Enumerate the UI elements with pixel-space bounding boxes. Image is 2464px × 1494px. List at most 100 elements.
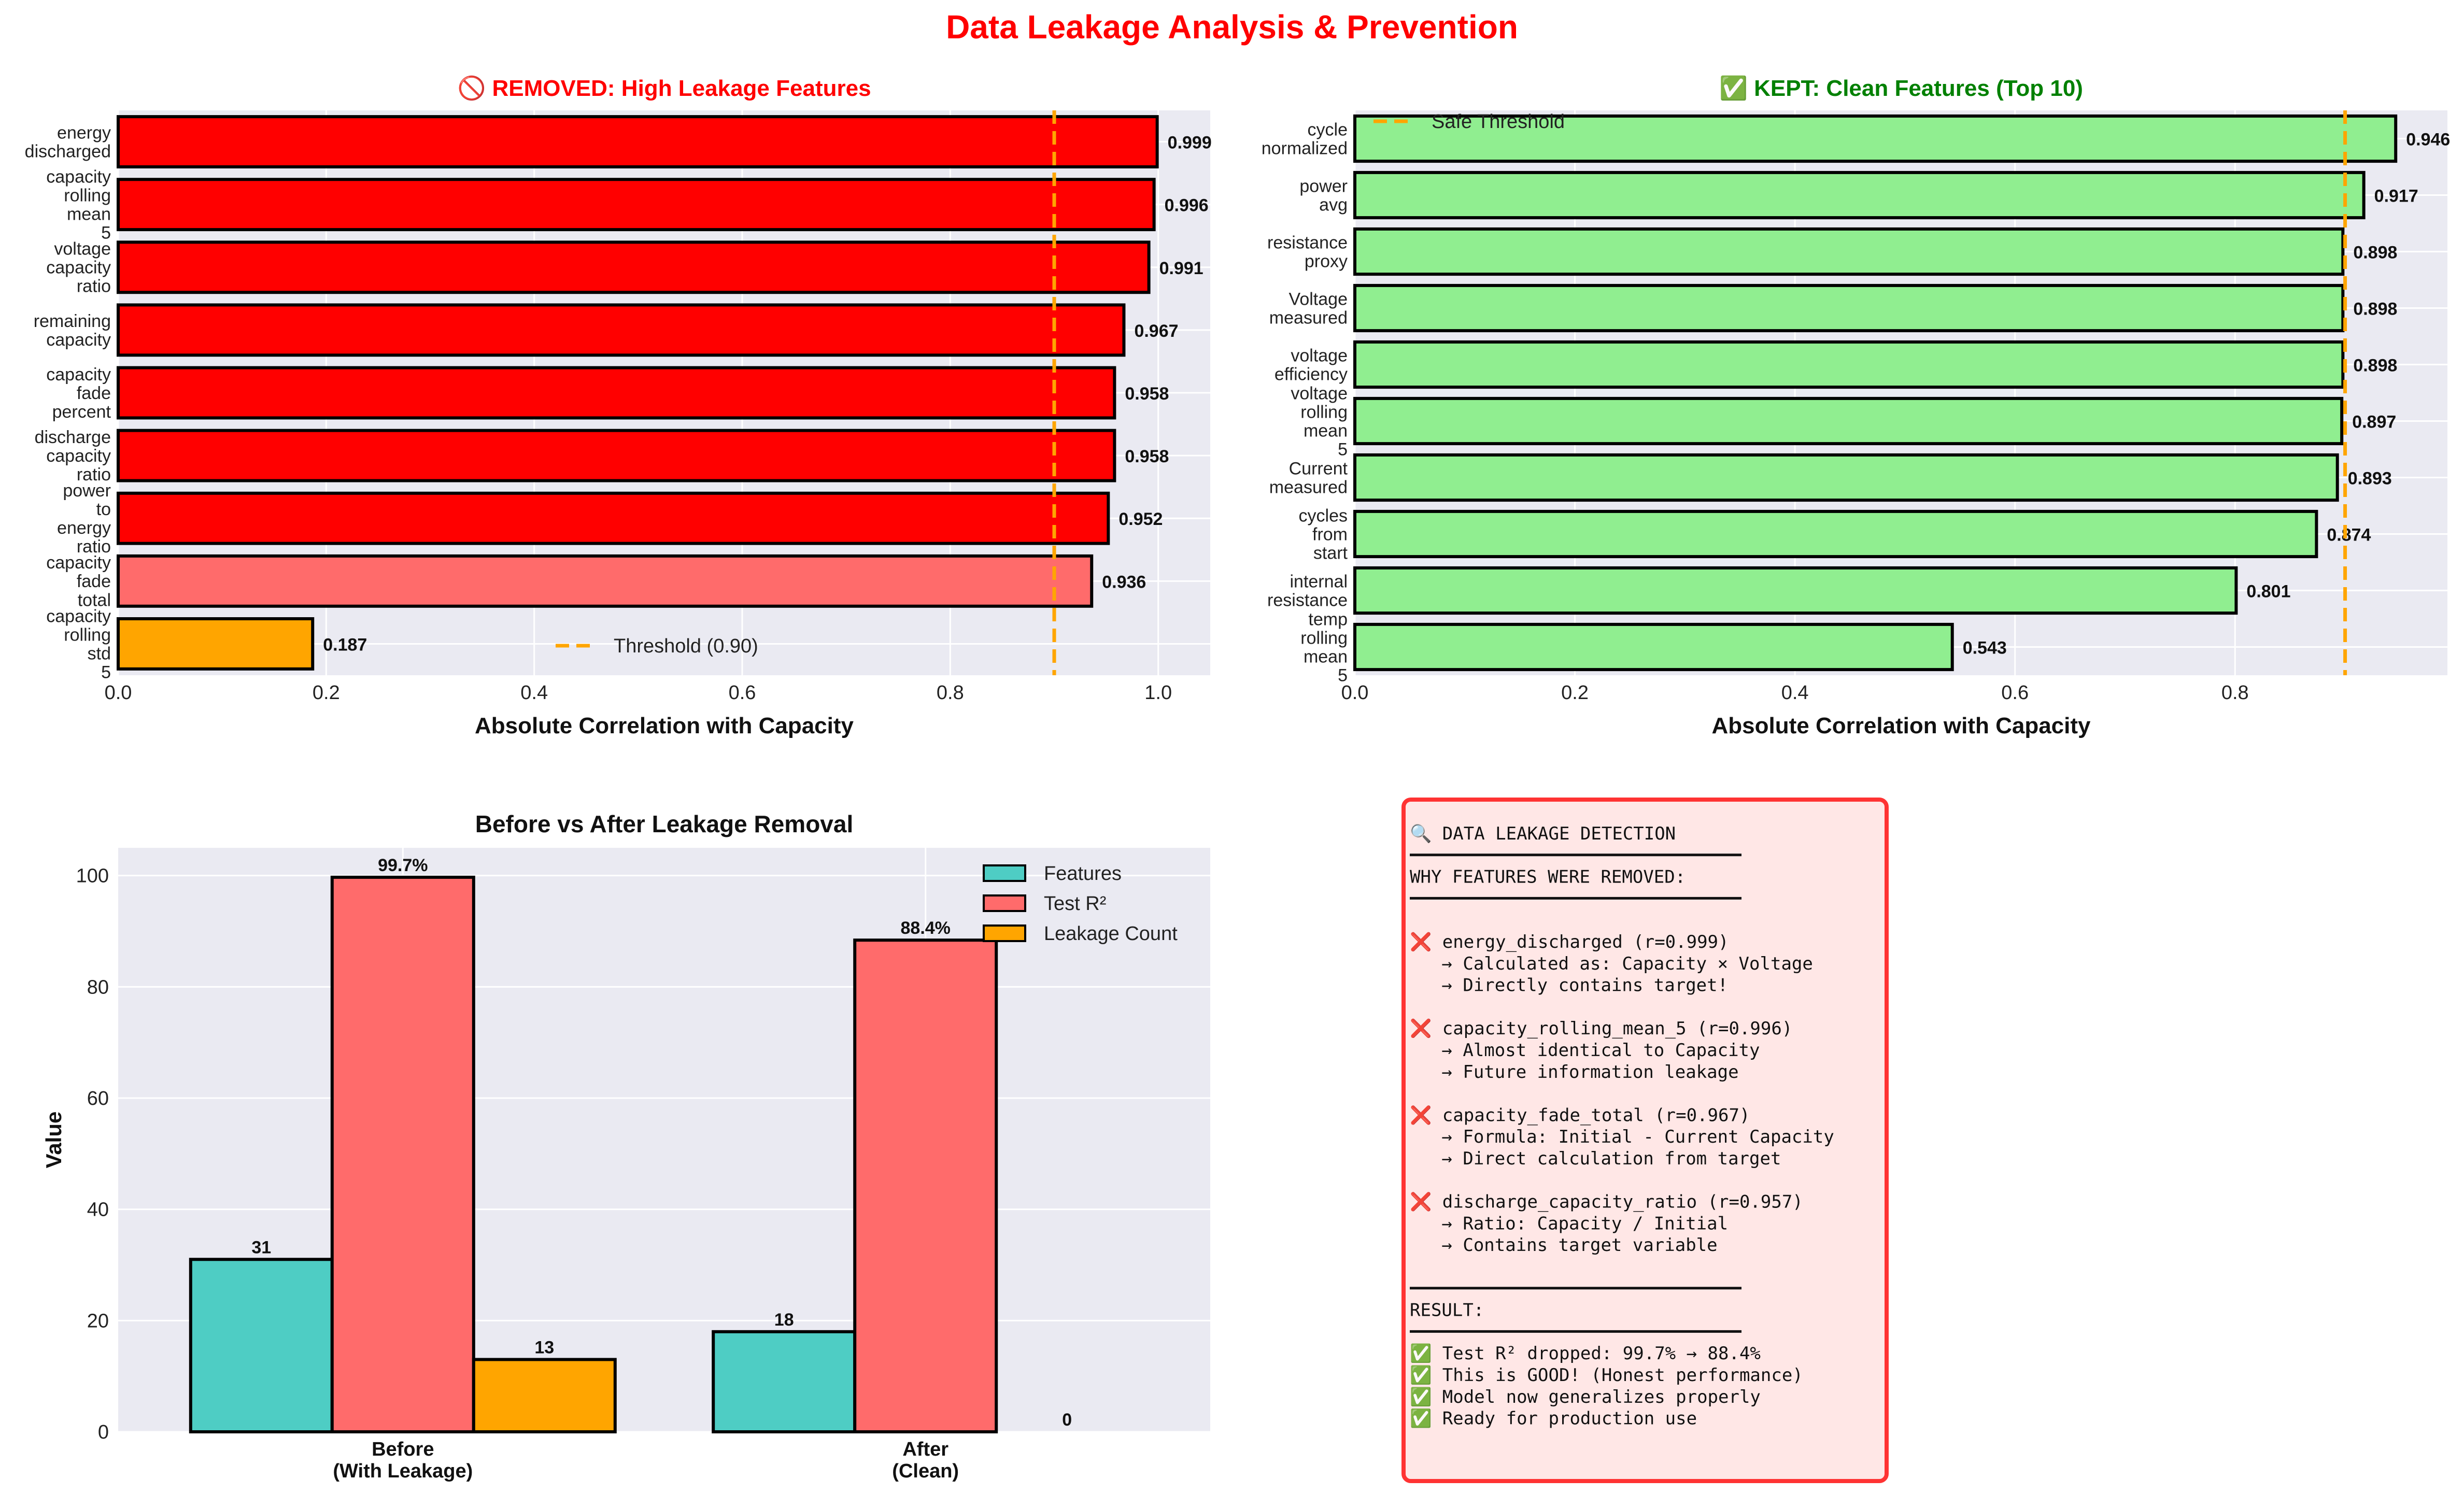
bar (117, 491, 1110, 545)
y-tick-label: 0 (98, 1421, 109, 1443)
y-tick-label: 80 (87, 976, 109, 998)
y-tick-label: resistance proxy (1267, 233, 1348, 271)
bar (1353, 566, 2238, 615)
y-tick-label: capacity fade total (46, 553, 111, 610)
x-tick-label: (Clean) (892, 1460, 959, 1482)
textbox-line: ✅ Model now generalizes properly (1410, 1387, 1761, 1407)
bar (117, 303, 1126, 357)
y-tick-label: 60 (87, 1088, 109, 1109)
x-tick-label: 0.2 (313, 682, 340, 704)
bar-value-label: 0.946 (2406, 130, 2450, 150)
legend-label: Test R² (1044, 893, 1106, 915)
chart-title: 🚫 REMOVED: High Leakage Features (457, 75, 871, 101)
bar (1353, 114, 2398, 163)
textbox-line: → Formula: Initial - Current Capacity (1410, 1127, 1834, 1147)
y-tick-label: cycles from start (1299, 506, 1348, 563)
textbox-line: → Direct calculation from target (1410, 1148, 1781, 1169)
bar-value-label: 0.543 (1963, 638, 2007, 658)
bar-value-label: 0.187 (323, 635, 367, 654)
textbox-line: → Contains target variable (1410, 1235, 1718, 1256)
bar-value-label: 0.898 (2353, 243, 2397, 263)
textbox-line: ❌ capacity_fade_total (r=0.967) (1410, 1105, 1750, 1126)
x-tick-label: After (902, 1439, 948, 1460)
textbox-line: ✅ Ready for production use (1410, 1408, 1697, 1429)
bar-value-label: 0.996 (1165, 196, 1209, 216)
figure-title: Data Leakage Analysis & Prevention (946, 8, 1518, 46)
textbox-line: ❌ discharge_capacity_ratio (r=0.957) (1410, 1192, 1803, 1213)
y-tick-label: energy discharged (25, 123, 111, 161)
y-tick-label: capacity rolling mean 5 (46, 167, 111, 243)
x-tick-label: 0.8 (937, 682, 964, 704)
bar-value-label: 88.4% (901, 918, 951, 938)
bar (117, 429, 1116, 482)
x-axis-label: Absolute Correlation with Capacity (1712, 713, 2091, 738)
x-tick-label: 0.6 (2001, 682, 2029, 704)
bar-value-label: 0.952 (1118, 509, 1163, 529)
removed-features-chart: 0.0 0.2 0.4 0.6 0.8 1.0 0.999 energy discharged 0… (25, 75, 1212, 738)
bar (117, 178, 1156, 232)
chart-title: Before vs After Leakage Removal (475, 810, 854, 837)
textbox-line: ✅ Test R² dropped: 99.7% → 88.4% (1410, 1343, 1761, 1364)
x-tick-label: 0.6 (729, 682, 756, 704)
x-axis-label: Absolute Correlation with Capacity (475, 713, 854, 738)
legend-swatch (983, 894, 1026, 912)
bar (189, 1258, 334, 1433)
x-tick-label: 0.8 (2221, 682, 2249, 704)
textbox-line: → Ratio: Capacity / Initial (1410, 1213, 1728, 1234)
bar (1353, 396, 2344, 446)
y-tick-label: Voltage measured (1269, 289, 1348, 328)
bar (712, 1330, 857, 1434)
before-after-chart: 0 20 40 60 80 100 31 99.7% 13 Before(With Leakage… (41, 810, 1210, 1482)
textbox-frame (1401, 798, 1889, 1483)
legend-label: Leakage Count (1044, 923, 1178, 945)
bar (1353, 622, 1954, 672)
textbox-line: 🔍 DATA LEAKAGE DETECTION (1410, 822, 1676, 844)
x-tick-label: 0.2 (1561, 682, 1589, 704)
y-tick-label: remaining capacity (34, 311, 111, 350)
bar-value-label: 18 (774, 1310, 794, 1330)
x-tick-label: 0.4 (520, 682, 548, 704)
x-tick-label: 1.0 (1144, 682, 1172, 704)
bar (117, 240, 1151, 294)
textbox-line: WHY FEATURES WERE REMOVED: (1410, 867, 1686, 888)
bar (330, 875, 475, 1433)
bar (1353, 227, 2345, 276)
bar-value-label: 0.897 (2352, 412, 2396, 432)
y-tick-label: 40 (87, 1199, 109, 1221)
y-tick-label: voltage rolling mean 5 (1291, 383, 1348, 459)
y-tick-label: 100 (76, 865, 109, 887)
textbox-line: → Directly contains target! (1410, 975, 1728, 996)
bar (117, 366, 1116, 420)
bar-value-label: 0.991 (1159, 259, 1203, 278)
y-tick-label: voltage efficiency (1275, 346, 1348, 384)
bar-value-label: 99.7% (378, 856, 428, 875)
bar (117, 554, 1094, 608)
y-tick-label: capacity fade percent (46, 365, 111, 422)
bar-value-label: 0.958 (1125, 384, 1169, 404)
bar (1353, 509, 2318, 559)
bar (1353, 340, 2345, 389)
y-axis-label: Value (41, 1112, 66, 1169)
y-tick-label: internal resistance (1267, 572, 1348, 610)
bar (117, 617, 315, 671)
legend-swatch (983, 864, 1026, 882)
bar-value-label: 0.958 (1125, 447, 1169, 466)
x-tick-label: Before (372, 1439, 434, 1460)
bar (853, 938, 998, 1433)
y-tick-label: temp rolling mean 5 (1300, 609, 1348, 685)
bar (1353, 283, 2345, 333)
bar-value-label: 0.893 (2348, 469, 2392, 489)
y-tick-label: cycle normalized (1262, 120, 1348, 158)
y-tick-label: 20 (87, 1310, 109, 1332)
y-tick-label: voltage capacity ratio (46, 239, 111, 296)
x-tick-label: 0.0 (1341, 682, 1369, 704)
y-tick-label: Current measured (1269, 459, 1348, 497)
textbox-line: ✅ This is GOOD! (Honest performance) (1410, 1365, 1803, 1386)
legend-threshold-label: Threshold (0.90) (614, 635, 758, 657)
bar-value-label: 0.898 (2353, 356, 2397, 376)
legend-label: Features (1044, 863, 1122, 885)
textbox-line: → Calculated as: Capacity × Voltage (1410, 954, 1813, 974)
bar-value-label: 0.874 (2327, 525, 2371, 545)
kept-features-chart: 0.0 0.2 0.4 0.6 0.8 0.946 cycle normalized 0.917… (1262, 75, 2451, 738)
